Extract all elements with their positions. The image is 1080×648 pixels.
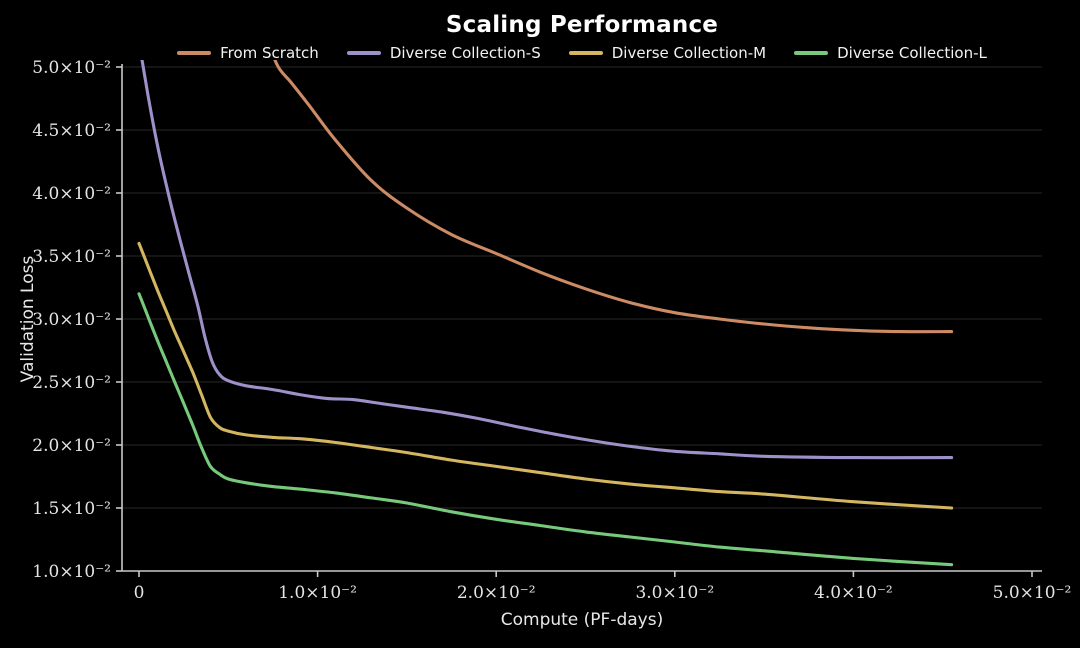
x-tick-label: 4.0×10⁻² <box>814 583 893 603</box>
chart-title: Scaling Performance <box>445 12 719 38</box>
x-axis-label: Compute (PF-days) <box>500 610 664 630</box>
series-line-diverse-collection-l <box>137 292 954 567</box>
x-tick-label: 0 <box>134 583 145 603</box>
x-tick-label: 2.0×10⁻² <box>457 583 536 603</box>
x-tick-label: 1.0×10⁻² <box>278 583 357 603</box>
x-tick-label: 5.0×10⁻² <box>993 583 1072 603</box>
legend-line-swatch <box>177 50 212 56</box>
y-tick-label: 3.0×10⁻² <box>32 310 111 330</box>
x-tick-label: 3.0×10⁻² <box>635 583 714 603</box>
y-tick-label: 3.5×10⁻² <box>32 247 111 267</box>
legend-line-swatch <box>346 50 381 56</box>
series-line-diverse-collection-m <box>137 241 954 510</box>
y-tick-label: 5.0×10⁻² <box>32 58 111 78</box>
y-tick-label: 2.5×10⁻² <box>32 373 111 393</box>
series-line-diverse-collection-s <box>140 60 954 460</box>
legend-label: Diverse Collection-S <box>389 44 541 62</box>
legend-line-swatch <box>794 50 829 56</box>
legend-item-diverse-collection-m: Diverse Collection-M <box>568 44 767 62</box>
y-tick-label: 4.0×10⁻² <box>32 184 111 204</box>
legend-item-from-scratch: From Scratch <box>177 44 319 62</box>
legend: From Scratch Diverse Collection-S Divers… <box>122 44 1042 62</box>
legend-item-diverse-collection-l: Diverse Collection-L <box>794 44 987 62</box>
legend-label: Diverse Collection-L <box>837 44 987 62</box>
y-tick-label: 1.5×10⁻² <box>32 499 111 519</box>
legend-label: Diverse Collection-M <box>611 44 767 62</box>
legend-label: From Scratch <box>220 44 319 62</box>
series-line-from-scratch <box>273 60 954 334</box>
y-tick-label: 1.0×10⁻² <box>32 562 111 582</box>
y-tick-label: 4.5×10⁻² <box>32 121 111 141</box>
legend-line-swatch <box>568 50 603 56</box>
y-tick-label: 2.0×10⁻² <box>32 436 111 456</box>
legend-item-diverse-collection-s: Diverse Collection-S <box>346 44 541 62</box>
